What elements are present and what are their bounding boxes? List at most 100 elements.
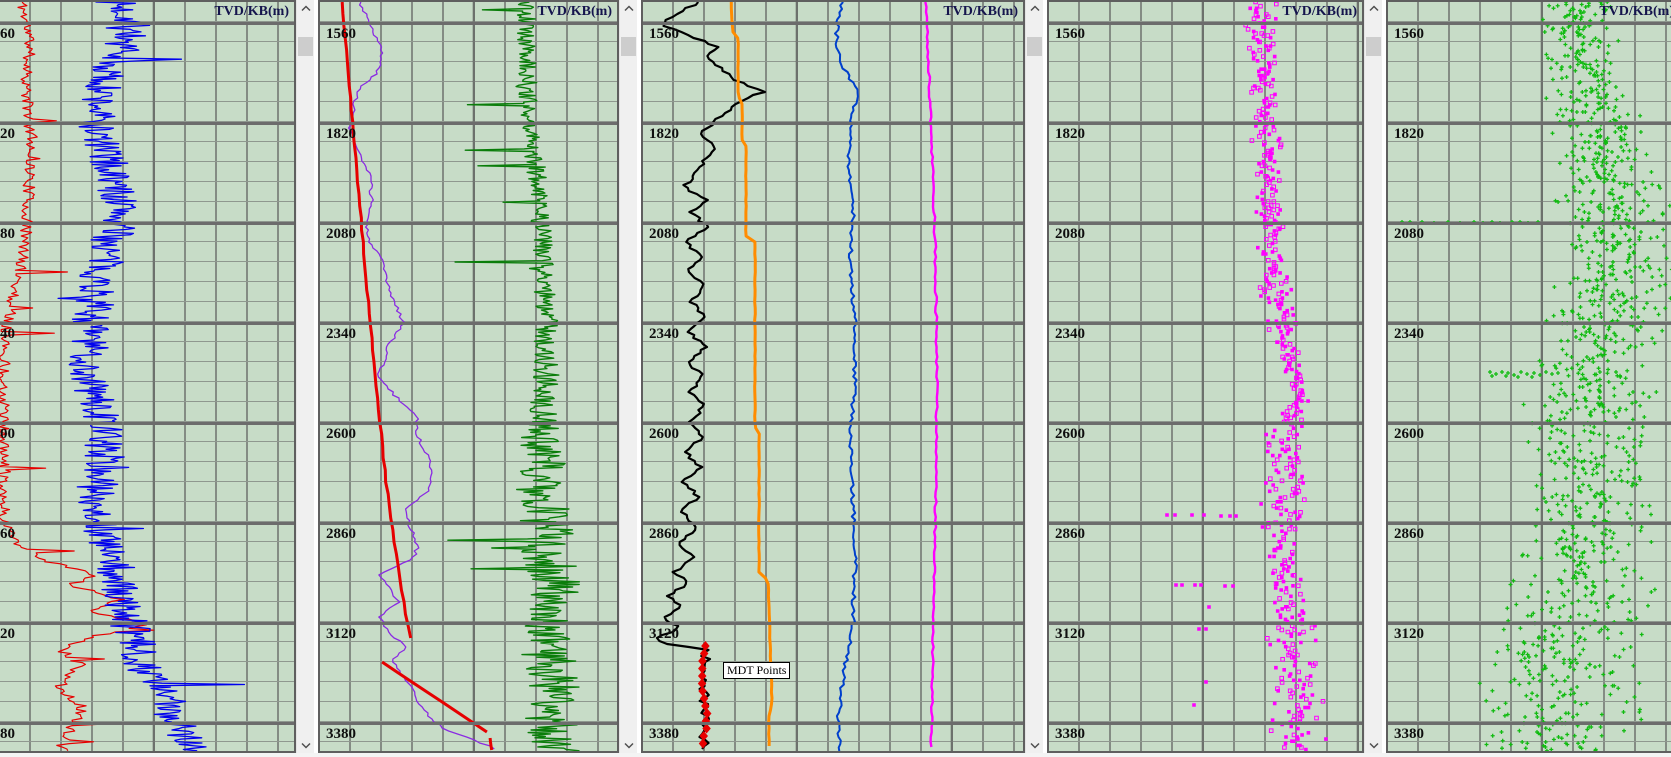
chevron-down-icon [1029,742,1040,749]
log-track-3: TVD/KB(m) 1560 1820 2080 2340 2600 2860 3120 33… [641,0,1043,753]
depth-label: 3380 [326,726,356,742]
scrollbar-thumb[interactable] [298,37,313,56]
depth-label: 2860 [1394,526,1424,542]
scroll-up-button[interactable] [297,0,314,16]
log-curves [655,2,939,751]
scroll-down-button[interactable] [1365,737,1382,753]
depth-major-gridline [1049,322,1362,325]
scroll-down-button[interactable] [297,737,314,753]
scroll-up-button[interactable] [1365,0,1382,16]
mdt-points-annotation: MDT Points [723,662,791,679]
depth-label: 2860 [1055,526,1085,542]
scatter-green-points [1400,2,1671,751]
chevron-down-icon [300,742,311,749]
depth-major-gridline [1388,722,1671,725]
depth-label: 1560 [0,26,15,42]
depth-major-gridline [0,522,294,525]
depth-major-gridline [1388,522,1671,525]
plot-area[interactable]: TVD/KB(m) 1560 1820 2080 2340 2600 2860 3120 33… [1047,0,1364,753]
scroll-down-button[interactable] [1026,737,1043,753]
plot-area[interactable]: TVD/KB(m) 1560 1820 2080 2340 2600 2860 3120 33… [0,0,296,753]
depth-label: 1560 [1394,26,1424,42]
depth-label: 2080 [1394,226,1424,242]
depth-label: 2340 [326,326,356,342]
depth-axis-title: TVD/KB(m) [537,4,612,19]
depth-major-gridline [320,322,617,325]
depth-label: 2860 [326,526,356,542]
scroll-up-button[interactable] [620,0,637,16]
chevron-up-icon [300,4,311,11]
depth-major-gridline [320,522,617,525]
depth-major-gridline [1049,622,1362,625]
depth-label: 3120 [1394,626,1424,642]
scroll-down-button[interactable] [620,737,637,753]
depth-major-gridline [643,322,1023,325]
vertical-scrollbar[interactable] [1364,0,1382,753]
depth-major-gridline [0,122,294,125]
depth-major-gridline [320,222,617,225]
depth-label: 2860 [649,526,679,542]
vertical-scrollbar[interactable] [619,0,637,753]
chevron-up-icon [1029,4,1040,11]
depth-axis-title: TVD/KB(m) [1282,4,1357,19]
depth-label: 1820 [1394,126,1424,142]
depth-major-gridline [643,22,1023,25]
scrollbar-thumb[interactable] [1366,37,1381,56]
depth-label: 3120 [1055,626,1085,642]
depth-major-gridline [1049,222,1362,225]
log-track-1: TVD/KB(m) 1560 1820 2080 2340 2600 2860 3120 33… [0,0,314,753]
scroll-up-button[interactable] [1026,0,1043,16]
depth-major-gridline [1049,522,1362,525]
depth-label: 2600 [0,426,15,442]
depth-label: 3120 [649,626,679,642]
plot-area[interactable]: TVD/KB(m) 1560 1820 2080 2340 2600 2860 3120 33… [1386,0,1671,753]
vertical-scrollbar[interactable] [1025,0,1043,753]
depth-label: 3120 [326,626,356,642]
curve-purple-log [347,2,495,750]
depth-major-gridline [643,522,1023,525]
depth-major-gridline [0,422,294,425]
curve-orange-casing [729,2,774,747]
depth-major-gridline [1388,622,1671,625]
vertical-scrollbar[interactable] [296,0,314,753]
depth-label: 2080 [1055,226,1085,242]
depth-label: 2080 [649,226,679,242]
curve-red-trend-lower [381,660,488,734]
depth-major-gridline [0,22,294,25]
scrollbar-thumb[interactable] [621,37,636,56]
depth-label: 1820 [649,126,679,142]
log-track-5: TVD/KB(m) 1560 1820 2080 2340 2600 2860 3120 33… [1386,0,1671,753]
mdt-points-markers [697,641,712,749]
depth-major-gridline [1388,322,1671,325]
curve-green-log [447,2,580,751]
log-curves [0,2,246,751]
depth-label: 3380 [1055,726,1085,742]
log-curves [1400,2,1671,751]
depth-label: 1820 [326,126,356,142]
depth-major-gridline [0,722,294,725]
depth-label: 3380 [0,726,15,742]
depth-axis-title: TVD/KB(m) [1599,4,1671,19]
depth-major-gridline [0,222,294,225]
curve-blue-log [57,2,246,751]
curve-magenta-log [924,2,939,748]
curve-blue-log [834,2,859,751]
depth-label: 1560 [326,26,356,42]
curve-red-trend-upper [340,2,413,639]
depth-label: 2340 [1394,326,1424,342]
plot-area[interactable]: TVD/KB(m) 1560 1820 2080 2340 2600 2860 3120 33… [641,0,1025,753]
depth-label: 3380 [649,726,679,742]
depth-label: 2600 [1055,426,1085,442]
depth-major-gridline [0,622,294,625]
plot-area[interactable]: TVD/KB(m) 1560 1820 2080 2340 2600 2860 3120 33… [318,0,619,753]
depth-major-gridline [1388,22,1671,25]
depth-major-gridline [1049,122,1362,125]
scrollbar-thumb[interactable] [1027,37,1042,56]
curve-red-tick [488,737,494,751]
depth-major-gridline [1049,22,1362,25]
depth-major-gridline [320,422,617,425]
depth-major-gridline [643,622,1023,625]
depth-label: 2080 [326,226,356,242]
bottom-strip [0,753,1671,757]
depth-major-gridline [1049,422,1362,425]
